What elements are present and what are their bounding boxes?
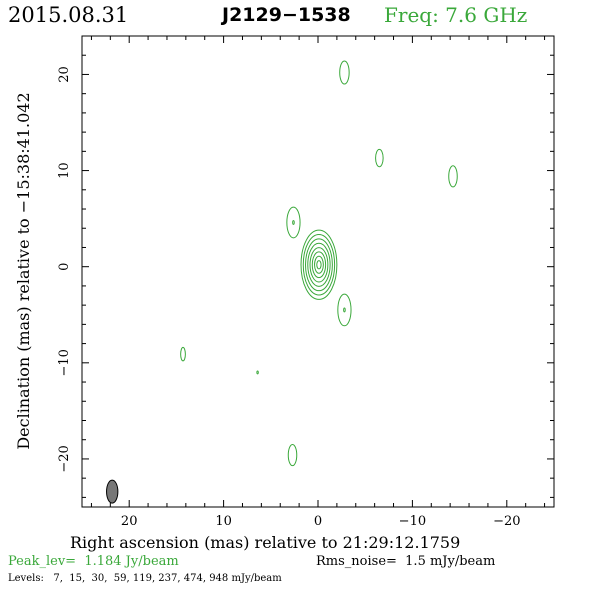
contour-level [309,247,329,283]
contour-level [300,229,338,300]
rms-noise: Rms_noise= 1.5 mJy/beam [316,554,496,569]
contour-level [311,251,327,279]
plot-frame [81,35,555,508]
contour-level [256,370,259,375]
x-tick-label: −20 [493,514,520,529]
contour-level [339,60,350,85]
contour-level [448,165,458,188]
contour-level [305,238,333,292]
contour-level [343,307,346,313]
observing-frequency: Freq: 7.6 GHz [384,3,528,27]
y-tick-label: 0 [57,263,72,271]
source-name: J2129−1538 [222,4,351,26]
observation-date: 2015.08.31 [8,3,129,27]
x-tick-label: 20 [121,514,138,529]
contour-level [337,293,352,327]
y-tick-label: −10 [57,349,72,376]
contour-level [316,260,322,270]
axis-ticks [82,36,554,507]
contour-level [287,444,298,467]
contour-level [302,234,336,296]
y-tick-label: 20 [57,66,72,83]
y-tick-label: 10 [57,162,72,179]
contour-level [180,346,186,362]
contour-level [314,255,324,274]
x-axis-label: Right ascension (mas) relative to 21:29:… [70,533,461,552]
peak-level: Peak_lev= 1.184 Jy/beam [8,554,179,569]
contour-levels: Levels: 7, 15, 30, 59, 119, 237, 474, 94… [8,573,282,584]
contour-level [375,148,384,168]
beam-group [106,479,119,504]
y-axis-label: Declination (mas) relative to −15:38:41.… [14,92,33,450]
x-tick-label: 10 [215,514,232,529]
y-tick-label: −20 [57,445,72,472]
restoring-beam [106,479,119,504]
x-tick-label: 0 [314,514,322,529]
axis-tick-labels: 20 10 0 −10 −20 20 10 0 −10 −20 [57,66,521,529]
contour-level [292,220,295,225]
contour-level [307,242,331,287]
x-tick-label: −10 [399,514,426,529]
contour-level [286,206,301,239]
contour-components [180,60,458,467]
